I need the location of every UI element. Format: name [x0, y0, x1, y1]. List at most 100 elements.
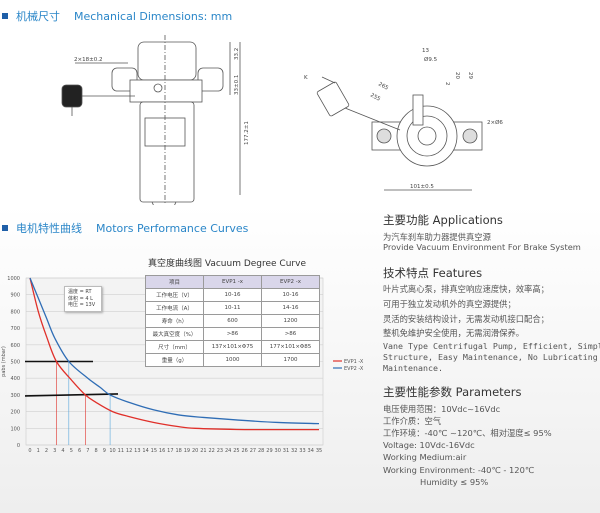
- features-en-line: Maintenance.: [383, 363, 443, 373]
- table-cell: 重量（g）: [145, 353, 204, 367]
- section-title-mechanical: 机械尺寸 Mechanical Dimensions: mm: [2, 8, 232, 24]
- table-cell: 14-16: [261, 301, 320, 315]
- dim-top-width: 101±0.5: [410, 184, 434, 190]
- x-tick-label: 31: [283, 448, 289, 454]
- table-cell: >86: [203, 327, 262, 341]
- x-tick-label: 5: [70, 448, 73, 454]
- conditions-box: 温度 = RT 体积 = 4 L 电压 = 13V: [64, 286, 102, 312]
- applications-line: 为汽车刹车助力器提供真空源: [383, 232, 491, 242]
- chart-title: 真空度曲线图 Vacuum Degree Curve: [148, 259, 306, 269]
- x-tick-label: 21: [200, 448, 206, 454]
- dim-13: 13: [422, 48, 429, 54]
- x-tick-label: 28: [258, 448, 264, 454]
- condition-voltage: 电压 = 13V: [68, 302, 96, 308]
- x-tick-label: 2: [45, 448, 48, 454]
- table-cell: 最大真空度（%）: [145, 327, 204, 341]
- parameters-line: 工作介质：空气: [383, 416, 442, 426]
- bullet-square-icon: [2, 225, 8, 231]
- bullet-square-icon: [2, 13, 8, 19]
- x-tick-label: 33: [299, 448, 305, 454]
- table-cell: 1200: [261, 314, 320, 328]
- dim-20: 20: [454, 72, 460, 79]
- table-header: 项目: [145, 275, 204, 289]
- y-tick-label: 0: [17, 443, 20, 449]
- x-tick-label: 6: [78, 448, 81, 454]
- threshold-line-300: [24, 393, 119, 397]
- y-tick-label: 900: [10, 293, 20, 299]
- dim-2: 2: [444, 82, 450, 86]
- table-cell: 寿命（h）: [145, 314, 204, 328]
- y-tick-label: 700: [10, 326, 20, 332]
- x-tick-label: 24: [225, 448, 231, 454]
- y-tick-label: 500: [10, 360, 20, 366]
- y-tick-label: 200: [10, 410, 20, 416]
- x-tick-label: 32: [291, 448, 297, 454]
- parameters-humidity: Humidity ≤ 95%: [420, 477, 489, 487]
- y-tick-label: 400: [10, 376, 20, 382]
- dim-front-mid: 33±0.1: [234, 75, 240, 95]
- table-row: 寿命（h） 600 1200: [145, 314, 320, 328]
- x-tick-label: 14: [142, 448, 148, 454]
- x-tick-label: 34: [308, 448, 314, 454]
- table-header: EVP2 -x: [261, 275, 320, 289]
- x-tick-label: 19: [184, 448, 190, 454]
- section-title-curves: 电机特性曲线 Motors Performance Curves: [2, 220, 248, 236]
- legend-label: EVP2 -X: [344, 366, 364, 372]
- y-tick-label: 1000: [7, 276, 20, 282]
- dim-front-top: 33.2: [234, 48, 240, 60]
- x-tick-label: 29: [266, 448, 272, 454]
- table-cell: 1000: [203, 353, 262, 367]
- x-tick-label: 8: [94, 448, 97, 454]
- y-tick-label: 100: [10, 426, 20, 432]
- x-tick-label: 27: [250, 448, 256, 454]
- x-tick-label: 0: [28, 448, 31, 454]
- y-tick-label: 300: [10, 393, 20, 399]
- applications-title: 主要功能 Applications: [383, 213, 503, 227]
- table-cell: 177×101×Φ85: [261, 340, 320, 354]
- table-row: 工作电压（V） 10-16 10-16: [145, 288, 320, 302]
- dim-cable-2: 255: [369, 92, 382, 102]
- front-view-drawing: [61, 35, 241, 205]
- table-row: 重量（g） 1000 1700: [145, 353, 320, 367]
- x-tick-label: 22: [208, 448, 214, 454]
- features-line: 叶片式离心泵，排真空响应速度快，效率高；: [383, 284, 549, 294]
- series-line-evp1-x: [29, 277, 320, 431]
- x-tick-label: 11: [118, 448, 124, 454]
- x-tick-label: 23: [217, 448, 223, 454]
- parameters-line: 电压使用范围：10Vdc~16Vdc: [383, 404, 501, 414]
- x-tick-label: 35: [316, 448, 322, 454]
- parameters-title: 主要性能参数 Parameters: [383, 385, 522, 399]
- dim-9-5: Ø9.5: [424, 56, 438, 63]
- table-cell: 10-16: [261, 288, 320, 302]
- features-line: 整机免维护安全使用，无需润滑保养。: [383, 328, 525, 338]
- applications-line: Provide Vacuum Environment For Brake Sys…: [383, 242, 581, 252]
- x-tick-label: 30: [275, 448, 281, 454]
- features-en-line: Structure, Easy Maintenance, No Lubricat…: [383, 352, 598, 362]
- table-cell: 10-11: [203, 301, 262, 315]
- y-tick-label: 800: [10, 309, 20, 315]
- y-axis-label: pabs (mbar): [1, 346, 7, 377]
- x-tick-label: 1: [37, 448, 40, 454]
- x-tick-label: 16: [159, 448, 165, 454]
- x-tick-label: 25: [233, 448, 239, 454]
- dim-front-width: 2×18±0.2: [74, 57, 102, 63]
- spec-table: 项目 EVP1 -x EVP2 -x 工作电压（V） 10-16 10-16 工作电…: [145, 275, 320, 367]
- legend-label: EVP1 -X: [344, 359, 364, 365]
- x-tick-label: 20: [192, 448, 198, 454]
- x-tick-label: 7: [86, 448, 89, 454]
- x-tick-label: 18: [175, 448, 181, 454]
- table-cell: >86: [261, 327, 320, 341]
- table-cell: 工作电流（A）: [145, 301, 204, 315]
- y-tick-label: 600: [10, 343, 20, 349]
- table-cell: 137×101×Φ75: [203, 340, 262, 354]
- table-cell: 1700: [261, 353, 320, 367]
- mechanical-drawings: 2×18±0.2 33.2 33±0.1 177.2±1 K 265 255 1…: [61, 35, 503, 205]
- dim-holes: 2×Ø6: [487, 119, 503, 126]
- series-line-evp2-x: [29, 277, 320, 425]
- condition-temp: 温度 = RT: [68, 289, 92, 295]
- dim-front-height: 177.2±1: [244, 121, 250, 145]
- table-row: 工作电流（A） 10-11 14-16: [145, 301, 320, 315]
- parameters-line: 工作环境：-40℃ ~120℃、相对湿度≤ 95%: [383, 428, 552, 438]
- parameters-line: Working Medium:air: [383, 452, 467, 462]
- x-tick-label: 13: [134, 448, 140, 454]
